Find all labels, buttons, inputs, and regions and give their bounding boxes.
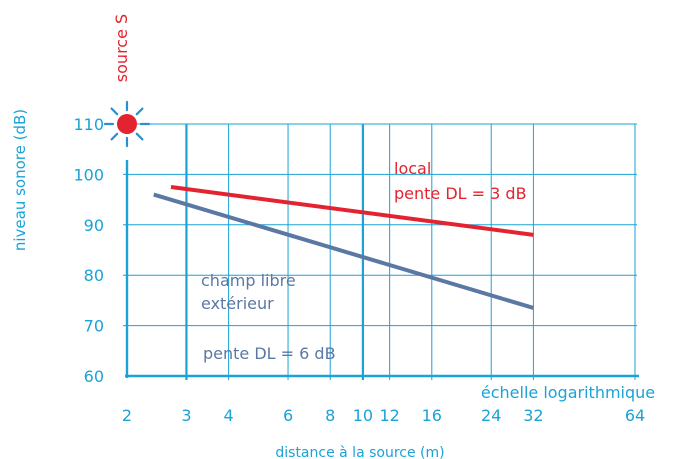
annotation-local-title: local [394,159,431,178]
x-tick-label: 24 [481,406,501,425]
y-tick-label: 80 [84,266,104,285]
annotation-free-slope: pente DL = 6 dB [203,344,336,363]
x-tick-label: 16 [422,406,442,425]
annotation-free-title: champ libre [201,271,296,290]
y-axis-title: niveau sonore (dB) [11,109,29,251]
source-ray [112,109,118,115]
x-tick-label: 10 [353,406,373,425]
x-tick-label: 32 [523,406,543,425]
x-tick-label: 4 [224,406,234,425]
x-tick-label: 3 [181,406,191,425]
x-scale-label: échelle logarithmique [481,383,655,402]
x-tick-label: 12 [379,406,399,425]
source-dot [117,114,137,134]
annotation-local-slope: pente DL = 3 dB [394,184,527,203]
x-tick-label: 2 [122,406,132,425]
x-tick-label: 8 [325,406,335,425]
y-tick-label: 60 [84,367,104,386]
y-tick-label: 100 [73,165,104,184]
y-tick-label: 70 [84,317,104,336]
source-ray [112,134,118,140]
y-tick-label: 110 [73,115,104,134]
annotation-free-subtitle: extérieur [201,294,274,313]
y-tick-label: 90 [84,216,104,235]
x-axis-title: distance à la source (m) [275,445,444,459]
x-tick-label: 6 [283,406,293,425]
source-label: source S [112,14,131,82]
source-ray [137,134,143,140]
source-ray [137,109,143,115]
x-tick-label: 64 [625,406,645,425]
